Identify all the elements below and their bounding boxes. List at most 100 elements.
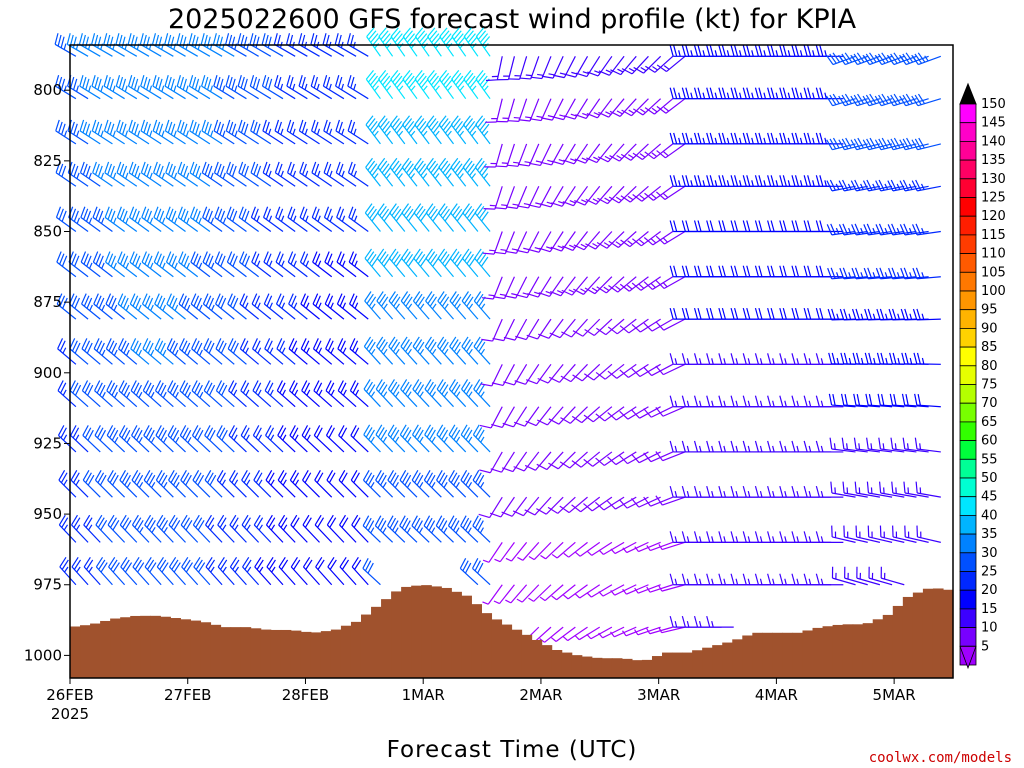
wind-barb bbox=[335, 119, 357, 145]
wind-barb bbox=[586, 143, 613, 164]
wind-barb bbox=[610, 584, 637, 596]
wind-barb bbox=[78, 33, 101, 57]
wind-barb bbox=[497, 56, 516, 81]
wind-barb bbox=[142, 380, 162, 408]
wind-barb bbox=[634, 584, 661, 594]
terrain-column bbox=[772, 632, 784, 678]
wind-barb bbox=[425, 203, 442, 232]
wind-barb bbox=[598, 541, 625, 555]
wind-barb bbox=[314, 469, 333, 498]
wind-barb bbox=[610, 55, 637, 76]
wind-barb bbox=[620, 143, 649, 161]
wind-barb bbox=[825, 93, 856, 107]
wind-barb bbox=[252, 338, 272, 365]
colorbar-swatch bbox=[959, 552, 977, 572]
y-tick-label: 1000 bbox=[24, 646, 62, 664]
wind-barb bbox=[494, 542, 515, 563]
wind-barb bbox=[658, 541, 686, 551]
wind-barb bbox=[911, 223, 941, 236]
wind-barb bbox=[55, 119, 77, 145]
colorbar-label: 5 bbox=[981, 639, 989, 654]
wind-barb bbox=[483, 186, 503, 210]
wind-barb bbox=[265, 469, 284, 498]
wind-barb bbox=[574, 584, 601, 599]
wind-barb bbox=[447, 515, 467, 543]
wind-barb bbox=[423, 515, 442, 543]
wind-barb bbox=[104, 161, 125, 187]
terrain-column bbox=[792, 632, 804, 678]
terrain-column bbox=[150, 615, 161, 678]
wind-barb bbox=[302, 469, 320, 498]
wind-barb bbox=[414, 27, 430, 57]
wind-barb bbox=[313, 380, 333, 408]
wind-barb bbox=[644, 143, 674, 160]
colorbar-swatch bbox=[959, 571, 977, 591]
wind-barb bbox=[286, 75, 308, 100]
wind-barb bbox=[237, 33, 259, 57]
wind-barb bbox=[402, 115, 418, 145]
wind-barb bbox=[262, 161, 284, 187]
colorbar-label: 40 bbox=[981, 508, 998, 523]
wind-barb bbox=[239, 251, 259, 278]
wind-barb bbox=[529, 143, 552, 167]
wind-barb bbox=[167, 380, 186, 408]
wind-barb bbox=[850, 179, 881, 192]
wind-barb bbox=[276, 380, 296, 408]
y-tick-label: 900 bbox=[33, 364, 62, 382]
wind-barb bbox=[107, 469, 126, 498]
wind-barb bbox=[152, 161, 174, 187]
wind-barb bbox=[238, 161, 259, 187]
wind-barb bbox=[437, 203, 454, 232]
wind-barb bbox=[631, 363, 661, 378]
wind-barb bbox=[214, 251, 235, 278]
wind-barb bbox=[643, 318, 674, 332]
wind-barb bbox=[449, 248, 467, 278]
wind-barb bbox=[474, 203, 491, 232]
wind-barb bbox=[155, 425, 174, 453]
wind-barb bbox=[202, 293, 223, 320]
wind-barb bbox=[58, 514, 77, 543]
wind-barb bbox=[289, 425, 308, 453]
wind-barb bbox=[215, 380, 235, 408]
wind-barb bbox=[517, 143, 540, 167]
wind-barb bbox=[189, 119, 211, 145]
wind-barb bbox=[349, 338, 369, 365]
wind-barb bbox=[313, 425, 333, 453]
wind-barb bbox=[263, 251, 284, 278]
wind-barb bbox=[166, 338, 186, 365]
wind-barb bbox=[264, 338, 284, 365]
chart-title: 2025022600 GFS forecast wind profile (kt… bbox=[168, 4, 857, 35]
wind-barb bbox=[608, 231, 637, 248]
wind-barb bbox=[656, 143, 686, 159]
wind-barb bbox=[866, 437, 893, 453]
wind-barb bbox=[887, 137, 917, 151]
wind-barb bbox=[610, 626, 637, 638]
wind-barb bbox=[515, 276, 540, 299]
wind-barb bbox=[81, 293, 101, 320]
terrain-column bbox=[641, 659, 653, 678]
wind-barb bbox=[574, 626, 601, 641]
wind-barb bbox=[449, 336, 467, 365]
terrain-column bbox=[421, 585, 432, 678]
y-axis: 800 825 850 875 900 925 950 975 1000 bbox=[24, 81, 70, 664]
wind-barb bbox=[621, 55, 649, 75]
wind-barb bbox=[191, 380, 211, 408]
wind-barb bbox=[92, 206, 113, 232]
wind-barb bbox=[550, 626, 576, 642]
x-tick-label: 27FEB bbox=[164, 686, 211, 704]
terrain-column bbox=[842, 624, 854, 678]
wind-barb bbox=[364, 291, 381, 320]
wind-barb bbox=[335, 161, 357, 187]
wind-barb bbox=[54, 75, 77, 100]
wind-barb bbox=[451, 27, 467, 57]
wind-barb bbox=[300, 293, 320, 320]
wind-barb bbox=[288, 380, 308, 408]
wind-barb bbox=[655, 363, 686, 376]
wind-barb bbox=[529, 98, 552, 122]
wind-barb bbox=[229, 514, 247, 543]
wind-barb bbox=[643, 276, 674, 290]
terrain-column bbox=[170, 618, 181, 678]
wind-barb bbox=[225, 75, 247, 100]
wind-barb bbox=[563, 584, 588, 600]
wind-barb bbox=[482, 231, 503, 255]
